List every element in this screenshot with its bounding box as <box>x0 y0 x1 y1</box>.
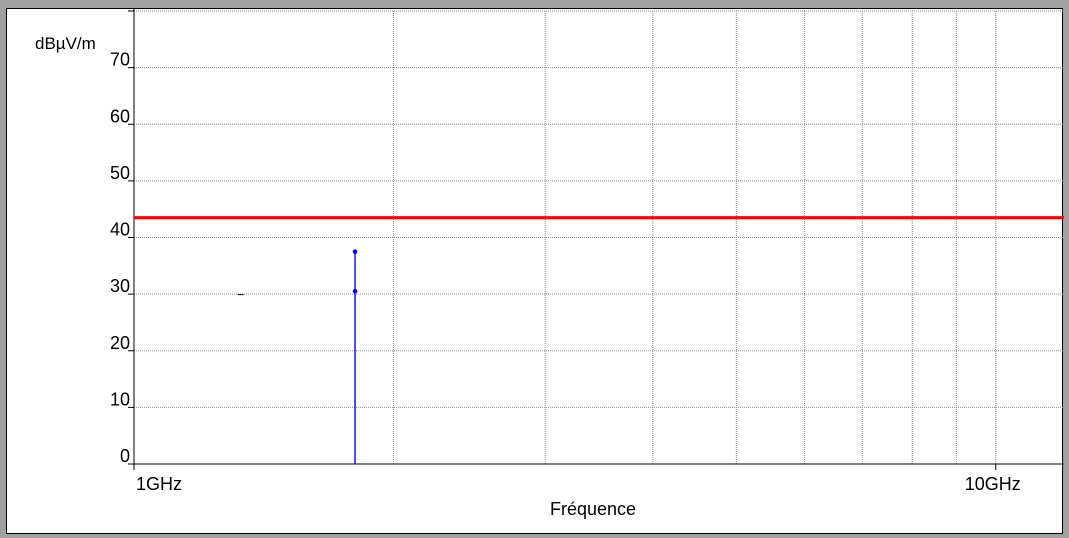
x-tick-label: 10GHz <box>965 474 1021 494</box>
y-tick-label: 30 <box>110 276 130 296</box>
y-tick-label: 20 <box>110 333 130 353</box>
chart-frame: 0 10 20 30 40 50 60 70 80 1GHz 10GHz dBµV/m Fréqu… <box>6 8 1064 534</box>
x-tick-labels: 1GHz 10GHz <box>136 474 1021 494</box>
y-tick-labels: 0 10 20 30 40 50 60 70 80 <box>110 9 130 466</box>
peak-point <box>352 249 358 254</box>
grid <box>134 10 1064 464</box>
emission-chart: 0 10 20 30 40 50 60 70 80 1GHz 10GHz dBµV/m Fréqu… <box>35 9 1064 519</box>
data-marks <box>134 216 1064 464</box>
y-tick-label: 80 <box>110 9 130 13</box>
x-axis-label: Fréquence <box>550 499 636 519</box>
y-tick-label: 70 <box>110 50 130 70</box>
y-axis-label: dBµV/m <box>35 34 96 53</box>
axes <box>128 9 1064 470</box>
peak-point <box>352 288 358 294</box>
x-tick-label: 1GHz <box>136 474 182 494</box>
y-tick-label: 10 <box>110 389 130 409</box>
y-tick-label: 40 <box>110 220 130 240</box>
y-tick-label: 0 <box>120 446 130 466</box>
y-tick-label: 50 <box>110 163 130 183</box>
y-tick-label: 60 <box>110 106 130 126</box>
